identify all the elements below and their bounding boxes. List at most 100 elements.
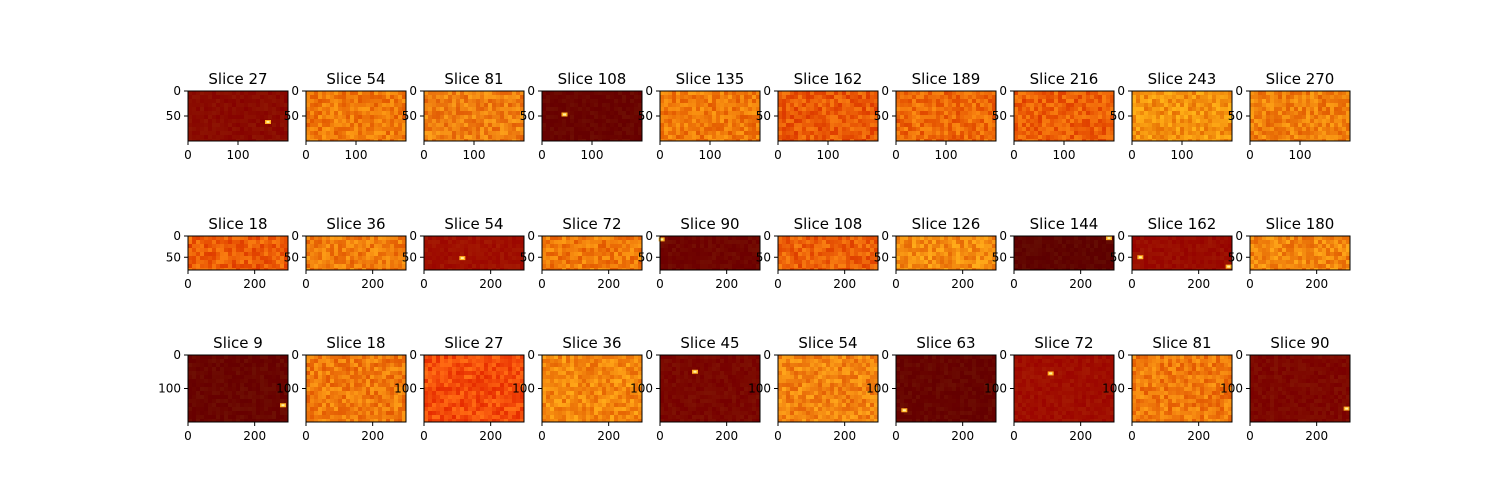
- heatmap-noise: [1250, 91, 1350, 141]
- y-tick-label: 0: [173, 348, 181, 362]
- x-tick-label: 200: [597, 429, 620, 443]
- x-tick-label: 0: [302, 429, 310, 443]
- x-tick-label: 0: [1010, 148, 1018, 162]
- y-tick-label: 50: [402, 109, 417, 123]
- heatmap-noise: [1014, 236, 1114, 270]
- y-tick-label: 0: [409, 348, 417, 362]
- y-tick-label: 0: [291, 229, 299, 243]
- x-tick-label: 0: [538, 148, 546, 162]
- heatmap-noise: [660, 91, 760, 141]
- panel-title: Slice 54: [798, 334, 857, 352]
- panel-title: Slice 27: [208, 70, 267, 88]
- y-tick-label: 0: [763, 84, 771, 98]
- heatmap-hotspot-core: [461, 257, 464, 259]
- heatmap-noise: [306, 91, 406, 141]
- x-tick-label: 0: [420, 148, 428, 162]
- y-tick-label: 0: [1235, 229, 1243, 243]
- x-tick-label: 0: [1246, 277, 1254, 291]
- x-tick-label: 100: [817, 148, 840, 162]
- heatmap-noise: [424, 236, 524, 270]
- heatmap-hotspot-core: [1345, 408, 1348, 410]
- panel-title: Slice 54: [326, 70, 385, 88]
- x-tick-label: 200: [951, 277, 974, 291]
- x-tick-label: 200: [1305, 277, 1328, 291]
- x-tick-label: 0: [420, 429, 428, 443]
- heatmap-noise: [896, 236, 996, 270]
- panel-title: Slice 270: [1266, 70, 1335, 88]
- y-tick-label: 50: [638, 109, 653, 123]
- heatmap-noise: [188, 236, 288, 270]
- x-tick-label: 200: [1069, 429, 1092, 443]
- x-tick-label: 0: [1128, 277, 1136, 291]
- y-tick-label: 0: [881, 229, 889, 243]
- heatmap-noise: [660, 355, 760, 422]
- heatmap-hotspot-core: [694, 371, 697, 373]
- y-tick-label: 0: [763, 348, 771, 362]
- x-tick-label: 0: [302, 148, 310, 162]
- heatmap-noise: [660, 236, 760, 270]
- heatmap-noise: [542, 236, 642, 270]
- x-tick-label: 100: [463, 148, 486, 162]
- y-tick-label: 0: [1117, 229, 1125, 243]
- y-tick-label: 0: [645, 84, 653, 98]
- y-tick-label: 50: [284, 109, 299, 123]
- heatmap-noise: [778, 91, 878, 141]
- heatmap-hotspot-core: [1139, 256, 1142, 258]
- heatmap-noise: [306, 236, 406, 270]
- panel-title: Slice 36: [562, 334, 621, 352]
- panel-title: Slice 45: [680, 334, 739, 352]
- y-tick-label: 50: [992, 109, 1007, 123]
- panel-title: Slice 27: [444, 334, 503, 352]
- y-tick-label: 0: [1117, 84, 1125, 98]
- panel-title: Slice 81: [1152, 334, 1211, 352]
- x-tick-label: 0: [184, 277, 192, 291]
- heatmap-noise: [188, 91, 288, 141]
- panel-title: Slice 54: [444, 215, 503, 233]
- x-tick-label: 0: [302, 277, 310, 291]
- x-tick-label: 100: [935, 148, 958, 162]
- x-tick-label: 100: [227, 148, 250, 162]
- panel-title: Slice 90: [680, 215, 739, 233]
- heatmap-noise: [424, 91, 524, 141]
- x-tick-label: 0: [892, 148, 900, 162]
- y-tick-label: 0: [173, 84, 181, 98]
- heatmap-hotspot-core: [563, 114, 566, 116]
- x-tick-label: 0: [656, 277, 664, 291]
- x-tick-label: 100: [699, 148, 722, 162]
- x-tick-label: 0: [184, 429, 192, 443]
- heatmap-noise: [1014, 91, 1114, 141]
- heatmap-noise: [1250, 355, 1350, 422]
- x-tick-label: 200: [361, 277, 384, 291]
- y-tick-label: 50: [520, 250, 535, 264]
- x-tick-label: 200: [1187, 277, 1210, 291]
- y-tick-label: 50: [1110, 109, 1125, 123]
- y-tick-label: 0: [763, 229, 771, 243]
- x-tick-label: 0: [774, 148, 782, 162]
- y-tick-label: 100: [1102, 382, 1125, 396]
- y-tick-label: 0: [291, 348, 299, 362]
- y-tick-label: 0: [645, 229, 653, 243]
- x-tick-label: 200: [1305, 429, 1328, 443]
- heatmap-noise: [542, 91, 642, 141]
- x-tick-label: 0: [774, 429, 782, 443]
- x-tick-label: 200: [715, 429, 738, 443]
- x-tick-label: 200: [243, 429, 266, 443]
- y-tick-label: 0: [881, 348, 889, 362]
- y-tick-label: 50: [756, 109, 771, 123]
- x-tick-label: 0: [1010, 277, 1018, 291]
- y-tick-label: 0: [527, 348, 535, 362]
- heatmap-noise: [896, 91, 996, 141]
- heatmap-hotspot-core: [1227, 266, 1230, 268]
- heatmap-noise: [1014, 355, 1114, 422]
- x-tick-label: 100: [1171, 148, 1194, 162]
- heatmap-hotspot-core: [1049, 372, 1052, 374]
- y-tick-label: 50: [166, 109, 181, 123]
- panel-title: Slice 90: [1270, 334, 1329, 352]
- y-tick-label: 50: [402, 250, 417, 264]
- y-tick-label: 0: [1235, 84, 1243, 98]
- panel-title: Slice 189: [912, 70, 981, 88]
- y-tick-label: 50: [1110, 250, 1125, 264]
- y-tick-label: 50: [520, 109, 535, 123]
- x-tick-label: 200: [715, 277, 738, 291]
- x-tick-label: 200: [1069, 277, 1092, 291]
